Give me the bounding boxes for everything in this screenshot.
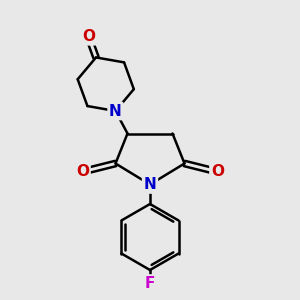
Text: O: O [211, 164, 224, 178]
Text: N: N [109, 103, 122, 118]
Text: N: N [144, 177, 156, 192]
Text: O: O [82, 29, 95, 44]
Text: F: F [145, 276, 155, 291]
Text: O: O [76, 164, 89, 178]
